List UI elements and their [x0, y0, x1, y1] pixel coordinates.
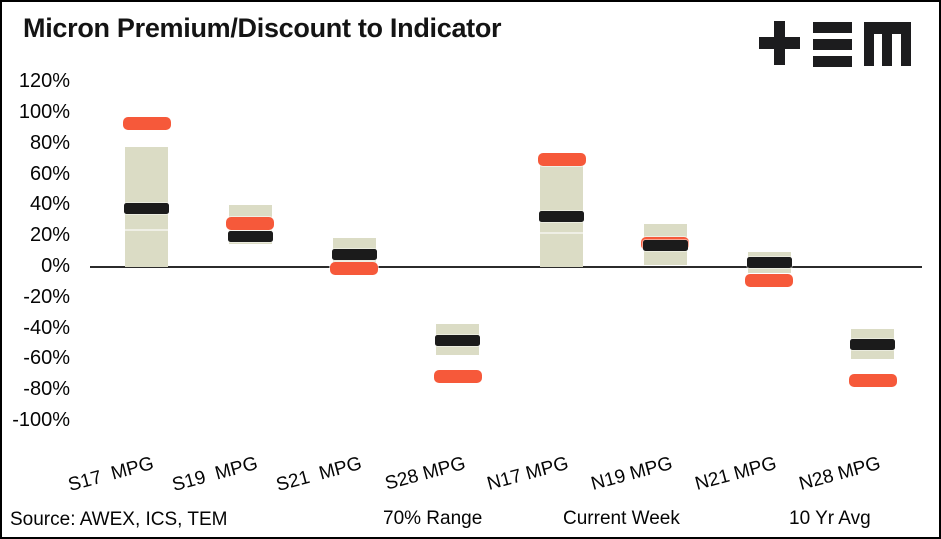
legend-item-range: 70% Range — [364, 508, 482, 530]
current-week-marker — [433, 369, 482, 383]
x-category-label: N21 MPG — [692, 453, 779, 495]
y-tick-label: -100% — [12, 409, 70, 431]
legend-label-range: 70% Range — [383, 508, 483, 529]
range-swatch-icon — [364, 512, 378, 526]
ten-yr-avg-marker — [227, 230, 273, 242]
x-category-label: S21 MPG — [273, 453, 364, 496]
current-week-marker — [848, 374, 897, 388]
logo-plus-icon — [759, 21, 800, 65]
x-axis-zero-line — [90, 265, 922, 268]
y-tick-label: -60% — [23, 347, 70, 370]
y-tick-label: -40% — [23, 316, 70, 339]
y-tick-label: 80% — [29, 131, 70, 154]
ten-yr-avg-marker — [124, 202, 170, 214]
range-bar-divider — [125, 229, 169, 231]
current-week-marker — [122, 117, 171, 131]
y-tick-label: 40% — [29, 193, 70, 216]
y-tick-label: 0% — [41, 255, 70, 277]
ten-yr-avg-marker — [746, 256, 792, 268]
ten-yr-avg-marker — [850, 338, 896, 350]
current-week-marker — [226, 217, 275, 231]
current-week-marker — [745, 274, 794, 288]
legend-label-current-week: Current Week — [563, 508, 680, 529]
legend-item-current-week: Current Week — [539, 508, 680, 530]
ten-yr-avg-swatch-icon — [768, 516, 784, 523]
y-tick-label: 120% — [18, 70, 70, 93]
y-tick-label: 20% — [29, 224, 70, 247]
current-week-swatch-icon — [539, 515, 558, 523]
x-category-label: N17 MPG — [485, 453, 572, 495]
ten-yr-avg-marker — [539, 210, 585, 222]
chart-title: Micron Premium/Discount to Indicator — [23, 13, 502, 43]
ten-yr-avg-marker — [435, 335, 481, 347]
tem-logo — [757, 19, 917, 67]
logo-m-icon — [864, 22, 911, 66]
ten-yr-avg-marker — [331, 249, 377, 261]
ten-yr-avg-marker — [642, 239, 688, 251]
legend-label-10yr-avg: 10 Yr Avg — [789, 508, 871, 529]
x-category-label: S28 MPG — [382, 453, 468, 495]
range-bar-divider — [540, 232, 584, 234]
x-category-label: S17 MPG — [66, 453, 157, 496]
current-week-marker — [330, 262, 379, 276]
x-category-label: N19 MPG — [588, 453, 675, 495]
source-note: Source: AWEX, ICS, TEM — [10, 509, 228, 530]
logo-xi-icon — [813, 22, 852, 67]
legend-item-10yr-avg: 10 Yr Avg — [768, 508, 871, 530]
current-week-marker — [537, 152, 586, 166]
y-tick-label: 100% — [18, 101, 70, 123]
x-category-label: N28 MPG — [796, 453, 883, 495]
y-tick-label: -20% — [23, 285, 70, 308]
y-tick-label: 60% — [29, 162, 70, 185]
x-category-label: S19 MPG — [169, 453, 260, 496]
y-tick-label: -80% — [23, 378, 70, 401]
